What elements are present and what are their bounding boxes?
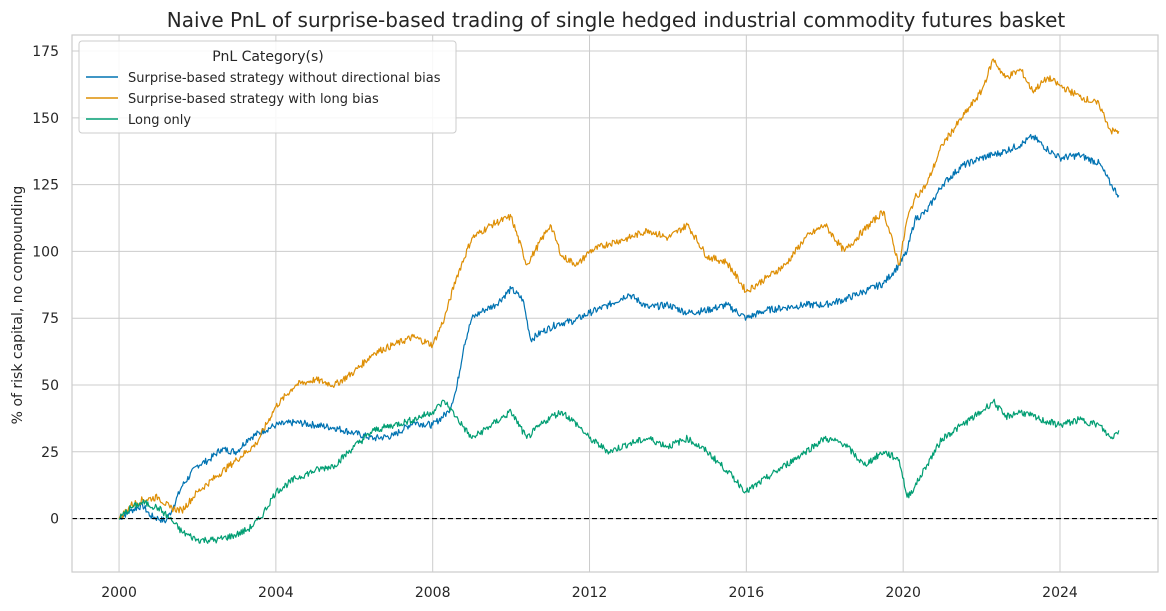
chart-title: Naive PnL of surprise-based trading of s…: [167, 8, 1066, 32]
x-tick-label: 2004: [258, 585, 294, 601]
legend-box: [78, 40, 457, 134]
x-tick-label: 2016: [729, 585, 765, 601]
gridlines: [72, 35, 1158, 572]
plot-frame: [71, 34, 1159, 573]
y-tick-label: 125: [32, 178, 59, 194]
x-tick-label: 2012: [572, 585, 608, 601]
series-line: [118, 58, 1120, 519]
legend-entry-label: Long only: [128, 113, 191, 128]
x-tick-label: 2020: [885, 585, 921, 601]
x-tick-label: 2008: [415, 585, 451, 601]
series-line: [118, 398, 1120, 544]
y-tick-label: 0: [50, 512, 59, 528]
series-line: [118, 133, 1120, 524]
y-tick-label: 75: [41, 311, 59, 327]
x-ticks: 2000 2004 2008 2012 2016 2020 2024: [101, 585, 1078, 601]
x-tick-label: 2024: [1042, 585, 1078, 601]
y-tick-label: 175: [32, 44, 59, 60]
x-tick-label: 2000: [101, 585, 137, 601]
series-lines: [118, 58, 1120, 544]
y-tick-label: 50: [41, 378, 59, 394]
y-axis-label: % of risk capital, no compounding: [10, 186, 26, 425]
y-tick-label: 25: [41, 445, 59, 461]
legend: PnL Category(s) Surprise-based strategy …: [78, 40, 457, 134]
y-tick-label: 100: [32, 244, 59, 260]
legend-title: PnL Category(s): [212, 49, 324, 65]
legend-entry-label: Surprise-based strategy with long bias: [128, 92, 379, 107]
y-tick-label: 150: [32, 111, 59, 127]
y-ticks: 0 25 50 75 100 125 150 175: [32, 44, 59, 528]
legend-entry-label: Surprise-based strategy without directio…: [128, 71, 441, 86]
